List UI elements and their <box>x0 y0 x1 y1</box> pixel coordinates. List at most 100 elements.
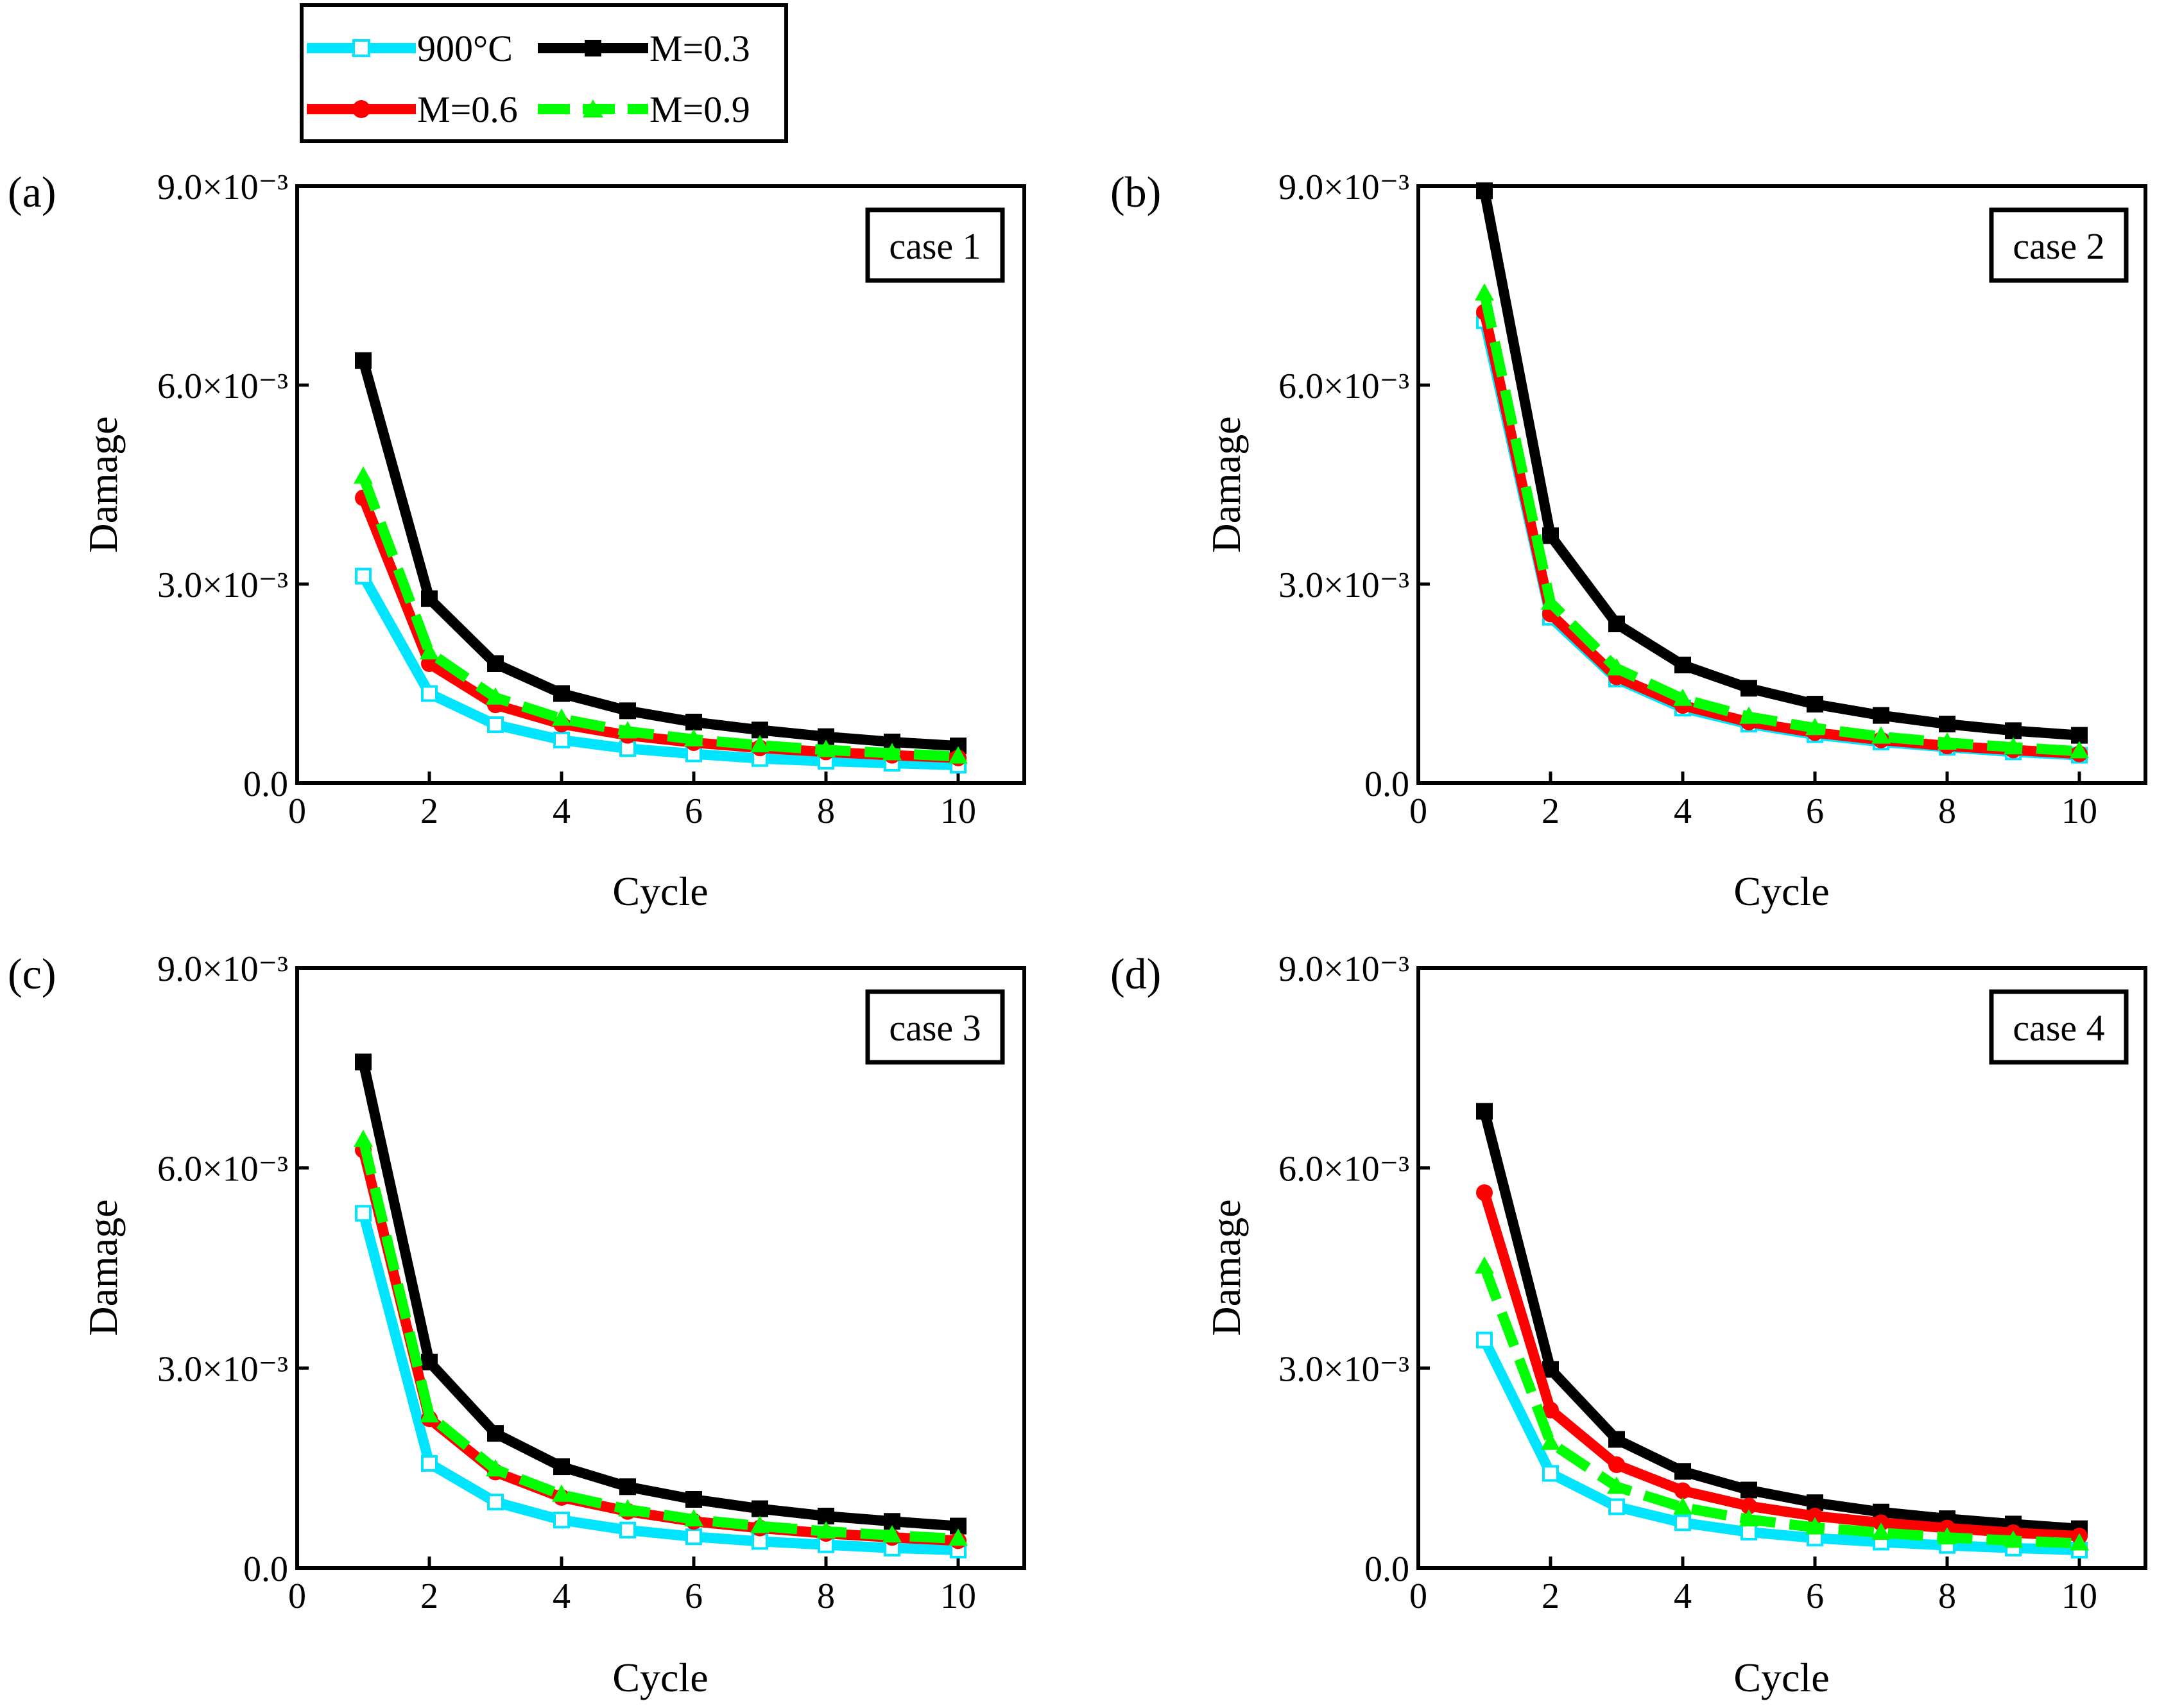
case-label: case 3 <box>889 1007 981 1049</box>
data-point <box>685 1490 702 1508</box>
data-point <box>487 655 504 672</box>
x-tick-label: 4 <box>553 791 571 831</box>
data-point <box>1542 1401 1559 1419</box>
y-tick-label: 0.0 <box>1364 764 1409 804</box>
y-tick-label: 6.0×10⁻³ <box>1278 1150 1409 1189</box>
data-point <box>752 1533 768 1550</box>
chart-panel-b: (b) Damage Cycle 0 2 4 6 8 10 0.0 3.0×10⁻³ 6.0×1… <box>1110 168 2147 914</box>
data-point <box>1608 1431 1625 1448</box>
x-tick-label: 4 <box>1674 791 1692 831</box>
panel-label: (c) <box>8 949 56 998</box>
data-point <box>553 685 570 702</box>
legend-marker-m09 <box>583 99 603 117</box>
data-point <box>421 590 438 607</box>
series-line-m09 <box>358 1139 959 1544</box>
data-point <box>1740 680 1757 697</box>
data-point <box>2070 741 2089 759</box>
series-line-900c <box>359 573 959 771</box>
series-line-m09 <box>358 474 959 762</box>
plot-frame <box>295 184 1026 785</box>
series-line-m06 <box>358 496 959 763</box>
series-line-900c <box>1479 1338 2080 1555</box>
case-label-box <box>865 207 1005 283</box>
case-label: case 2 <box>2013 225 2104 267</box>
x-axis-title: Cycle <box>1733 1655 1829 1700</box>
data-point <box>553 1512 570 1529</box>
y-tick-label: 3.0×10⁻³ <box>157 1349 288 1389</box>
data-point <box>1476 1184 1493 1202</box>
data-point <box>618 1499 637 1517</box>
case-label: case 1 <box>889 225 981 267</box>
data-point <box>354 466 373 484</box>
data-point <box>553 731 570 748</box>
x-tick-label: 6 <box>1806 791 1824 831</box>
panel-label: (b) <box>1110 168 1161 216</box>
data-point <box>355 352 372 369</box>
data-point <box>1476 1331 1493 1349</box>
data-point <box>420 642 439 660</box>
data-point <box>816 739 836 757</box>
data-point <box>421 1353 438 1370</box>
plot-frame <box>295 966 1026 1570</box>
x-axis-title: Cycle <box>1733 868 1829 914</box>
data-point <box>1871 726 1891 744</box>
case-label-box <box>1989 207 2129 283</box>
data-point <box>552 708 571 726</box>
y-axis-title: Damage <box>80 416 126 553</box>
x-tick-label: 4 <box>553 1576 571 1616</box>
y-tick-label: 3.0×10⁻³ <box>1278 565 1409 605</box>
data-point <box>2005 722 2022 739</box>
x-tick-label: 8 <box>817 1576 835 1616</box>
data-point <box>949 746 968 764</box>
legend-marker-900c <box>352 39 370 57</box>
data-point <box>355 567 372 585</box>
data-point <box>1805 1517 1825 1535</box>
x-tick-label: 0 <box>288 1576 306 1616</box>
y-tick-label: 9.0×10⁻³ <box>157 949 288 989</box>
data-point <box>1938 732 1957 750</box>
data-point <box>355 1053 372 1071</box>
legend-marker-m06 <box>352 100 370 118</box>
data-point <box>1807 696 1823 713</box>
data-point <box>1740 1481 1757 1499</box>
data-point <box>619 1521 636 1539</box>
x-tick-label: 10 <box>2061 791 2097 831</box>
legend-label-m06: M=0.6 <box>417 89 518 130</box>
x-axis-title: Cycle <box>612 868 708 914</box>
data-point <box>2004 1530 2023 1548</box>
series-line-900c <box>358 1212 959 1555</box>
x-tick-label: 0 <box>1409 1576 1427 1616</box>
data-point <box>487 1494 504 1511</box>
chart-panel-d: (d) Damage Cycle 0 2 4 6 8 10 0.0 3.0×10⁻³ 6.0×1… <box>1110 949 2147 1700</box>
legend-label-900c: 900°C <box>417 28 513 69</box>
x-tick-label: 10 <box>940 791 976 831</box>
data-point <box>421 685 438 702</box>
data-point <box>1939 716 1955 733</box>
data-point <box>1608 1456 1625 1473</box>
x-tick-label: 6 <box>1806 1576 1824 1616</box>
data-point <box>553 1458 570 1476</box>
data-point <box>882 743 902 761</box>
chart-panel-a: (a) Damage Cycle 0 2 4 6 8 10 0.0 3.0×10⁻³ 6.0×1… <box>8 168 1026 914</box>
y-axis-title: Damage <box>1203 1199 1249 1336</box>
x-tick-label: 8 <box>1938 791 1956 831</box>
y-tick-label: 0.0 <box>243 1549 288 1589</box>
series-line-m06 <box>1479 1191 2080 1542</box>
data-point <box>1739 1509 1758 1527</box>
data-point <box>1674 657 1691 674</box>
data-point <box>1673 688 1692 706</box>
x-tick-label: 8 <box>1938 1576 1956 1616</box>
data-point <box>1871 1522 1891 1540</box>
x-axis-title: Cycle <box>612 1655 708 1700</box>
data-point <box>552 1484 571 1502</box>
data-point <box>1542 1465 1559 1482</box>
x-tick-label: 2 <box>1542 791 1560 831</box>
data-point <box>355 1205 372 1222</box>
data-point <box>816 1521 836 1539</box>
data-point <box>1476 1103 1493 1120</box>
data-point <box>684 729 703 746</box>
data-point <box>1674 1514 1691 1531</box>
data-point <box>752 1500 768 1517</box>
y-tick-label: 9.0×10⁻³ <box>1278 168 1409 207</box>
data-point <box>354 1130 373 1148</box>
